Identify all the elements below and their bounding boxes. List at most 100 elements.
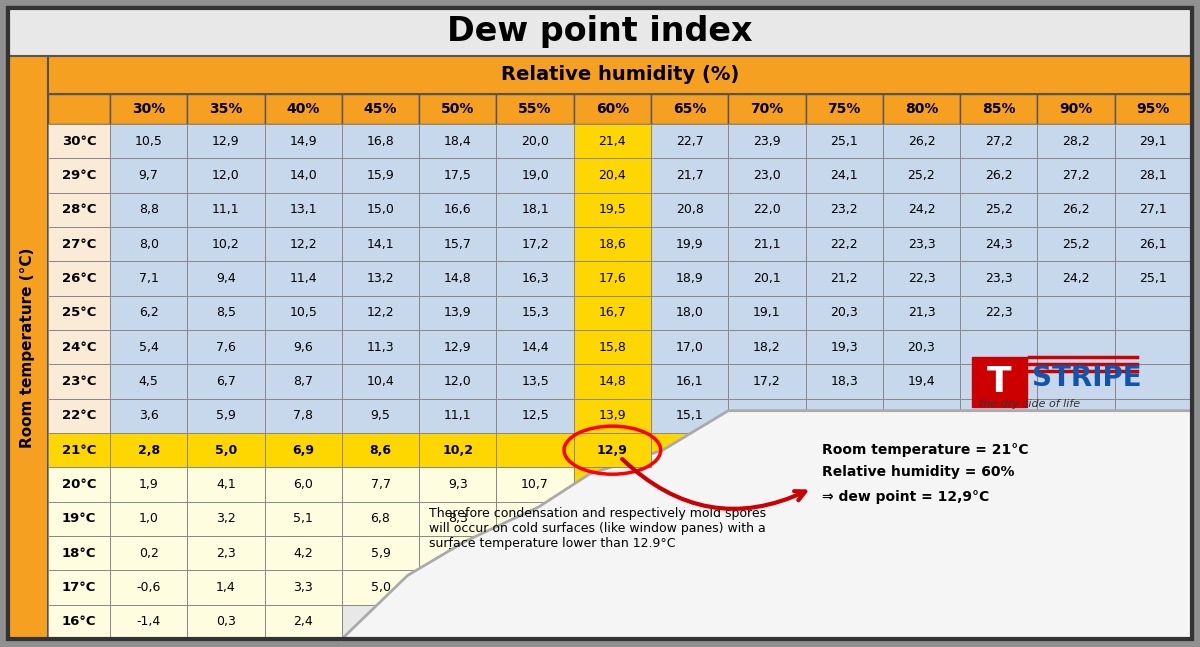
Bar [1115,399,1192,433]
Bar [419,330,497,364]
Bar [264,193,342,227]
Text: 12,0: 12,0 [212,169,240,182]
Bar [574,364,652,399]
Text: 15,9: 15,9 [367,169,395,182]
Text: 22,0: 22,0 [754,203,781,216]
Text: 1,0: 1,0 [139,512,158,525]
Bar [110,261,187,296]
Bar [960,124,1038,159]
Bar [419,467,497,501]
Bar [342,536,419,571]
Bar [342,159,419,193]
Bar [110,399,187,433]
Text: 23,3: 23,3 [985,272,1013,285]
Bar [187,124,264,159]
Bar [110,193,187,227]
Bar [8,56,48,639]
Text: 15,1: 15,1 [676,410,703,422]
Bar [342,571,419,605]
Text: 7,8: 7,8 [293,410,313,422]
Text: 14,9: 14,9 [289,135,317,148]
Bar [805,193,883,227]
Text: 27,1: 27,1 [1140,203,1168,216]
Bar [574,433,652,467]
Text: 15,0: 15,0 [366,203,395,216]
Text: 21,2: 21,2 [830,272,858,285]
Text: 1,4: 1,4 [216,581,236,594]
Text: 12,9: 12,9 [444,341,472,354]
Text: 26,1: 26,1 [1140,237,1168,250]
Text: 17,0: 17,0 [676,341,703,354]
Bar [419,159,497,193]
Text: 29°C: 29°C [62,169,96,182]
Bar [110,433,187,467]
Bar [48,605,110,639]
Text: 22,3: 22,3 [907,272,935,285]
Bar [574,296,652,330]
Bar [650,159,728,193]
Bar [48,399,110,433]
Bar [48,536,110,571]
Bar [264,536,342,571]
Bar [650,94,728,124]
Bar [342,193,419,227]
Text: 14,1: 14,1 [367,237,395,250]
Text: 3,6: 3,6 [139,410,158,422]
Bar [264,501,342,536]
Bar [187,467,264,501]
Bar [187,501,264,536]
Text: 13,1: 13,1 [289,203,317,216]
Text: 8,0: 8,0 [139,237,158,250]
Text: 11,3: 11,3 [367,341,395,354]
Text: Relative humidity (%): Relative humidity (%) [500,65,739,85]
Text: 24°C: 24°C [61,341,96,354]
Text: 50%: 50% [442,102,474,116]
Bar [8,8,1192,56]
Text: 12,2: 12,2 [289,237,317,250]
Bar [110,536,187,571]
Text: 10,5: 10,5 [134,135,162,148]
Bar [972,356,1027,406]
Bar [264,261,342,296]
Text: 60%: 60% [595,102,629,116]
Bar [187,364,264,399]
Bar [419,94,497,124]
Text: 2,4: 2,4 [293,615,313,628]
Text: -0,6: -0,6 [137,581,161,594]
Bar [1038,399,1115,433]
Bar [419,193,497,227]
Text: 8,5: 8,5 [216,306,236,320]
Text: 23,9: 23,9 [754,135,781,148]
Bar [497,94,574,124]
Text: 9,5: 9,5 [371,410,390,422]
Bar [960,261,1038,296]
Bar [574,193,652,227]
Text: 3,2: 3,2 [216,512,236,525]
Text: 19°C: 19°C [62,512,96,525]
Text: 14,8: 14,8 [444,272,472,285]
Bar [48,261,110,296]
Text: 19,0: 19,0 [521,169,548,182]
Bar [342,467,419,501]
Bar [805,399,883,433]
Bar [419,124,497,159]
Text: 14,0: 14,0 [289,169,317,182]
Text: 6,9: 6,9 [293,444,314,457]
Text: 5,4: 5,4 [139,341,158,354]
Bar [728,94,805,124]
Bar [883,330,960,364]
Bar [264,571,342,605]
Text: 11,1: 11,1 [212,203,240,216]
Bar [264,124,342,159]
Bar [342,364,419,399]
Text: 95%: 95% [1136,102,1170,116]
Bar [110,296,187,330]
Text: 23,3: 23,3 [907,237,935,250]
Bar [574,467,652,501]
Text: 20°C: 20°C [61,478,96,491]
Bar [574,261,652,296]
Text: T: T [988,364,1012,399]
Bar [728,124,805,159]
Bar [187,94,264,124]
Text: 40%: 40% [287,102,320,116]
